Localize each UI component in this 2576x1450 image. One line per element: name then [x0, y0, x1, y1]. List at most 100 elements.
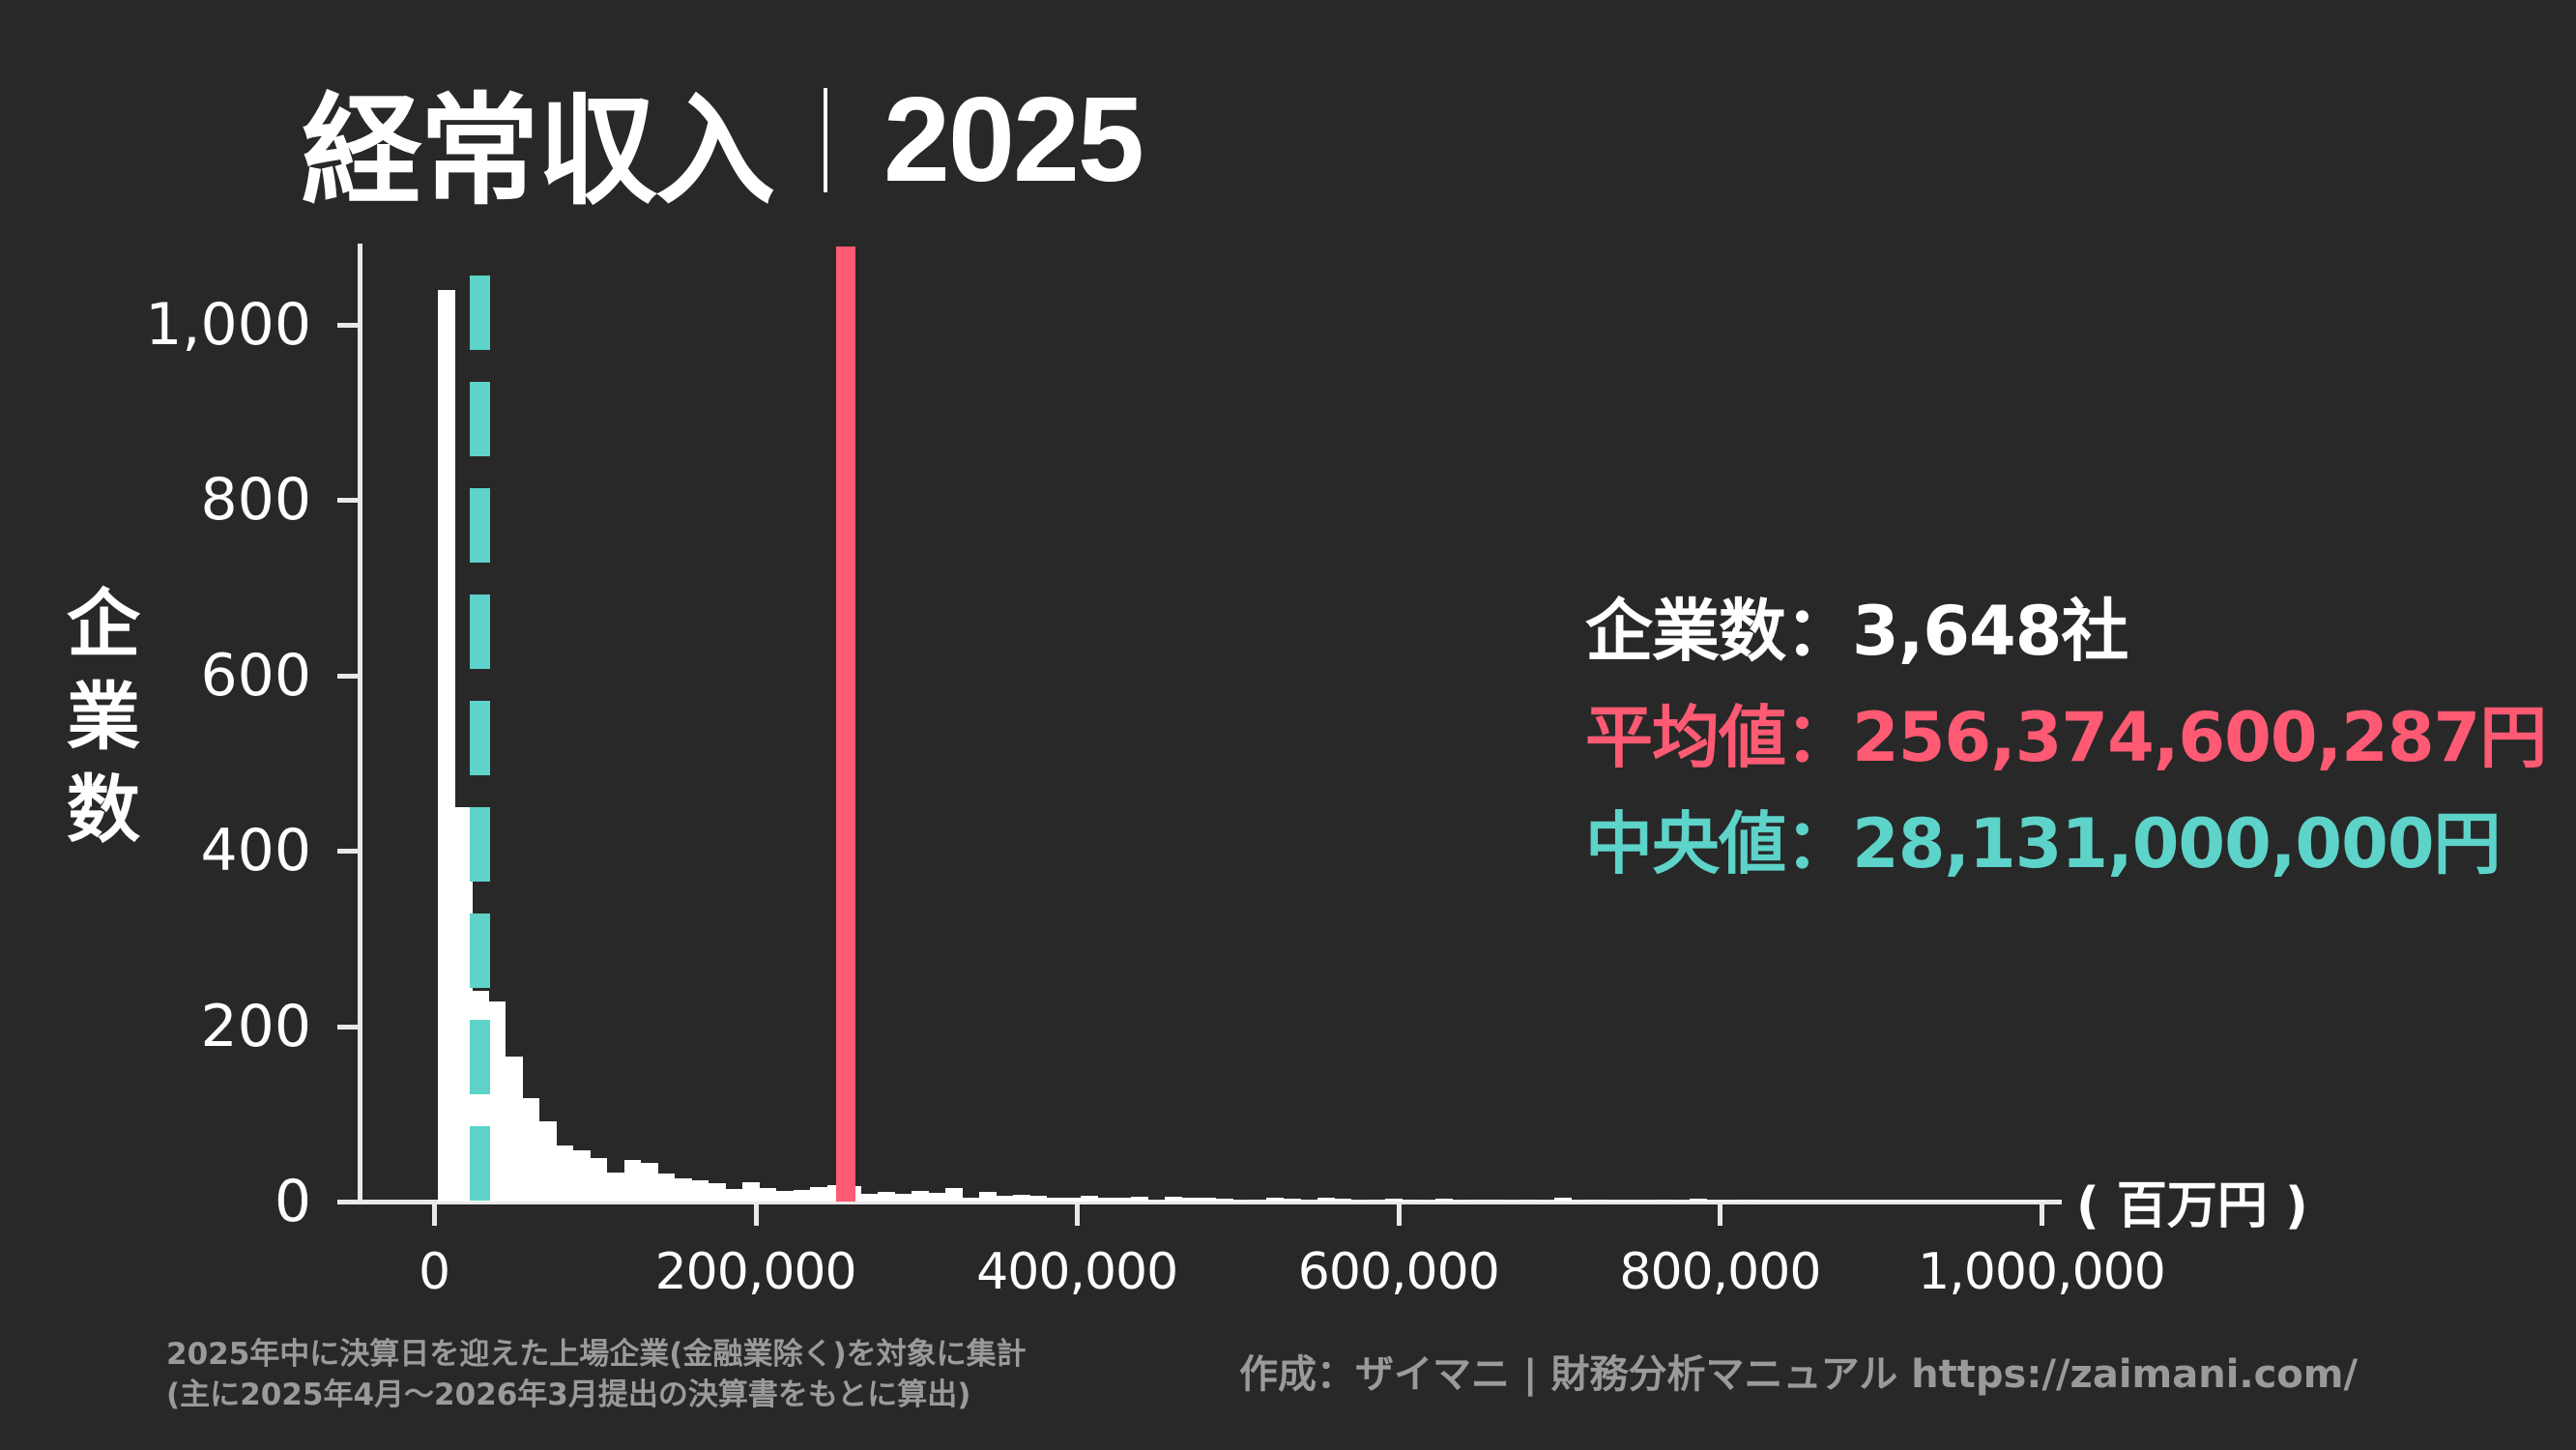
histogram-bar [488, 1001, 507, 1202]
histogram-bar [641, 1163, 658, 1202]
x-axis-unit-label: ( 百万円 ) [2076, 1177, 2308, 1235]
histogram-bar [1774, 1201, 1792, 1202]
y-tick-mark [337, 1024, 361, 1030]
histogram-bar [709, 1182, 726, 1202]
y-tick-label: 800 [200, 466, 311, 534]
x-tick-mark [1718, 1203, 1723, 1226]
histogram-bar [1537, 1201, 1555, 1202]
histogram-bar [1892, 1201, 1910, 1202]
x-tick-label: 0 [418, 1243, 450, 1301]
y-tick-label: 1,000 [145, 290, 311, 359]
histogram-bar [1063, 1198, 1082, 1202]
histogram-bar [1300, 1200, 1318, 1202]
histogram-bar [962, 1197, 980, 1202]
x-tick-label: 800,000 [1619, 1243, 1821, 1301]
stats-panel: 企業数：3,648社 平均値：256,374,600,287円 中央値：28,1… [1585, 578, 2547, 897]
stat-mean-label: 平均値 [1585, 698, 1786, 777]
histogram-bar [1368, 1200, 1386, 1202]
stat-count-label: 企業数 [1585, 592, 1786, 671]
histogram-bar [810, 1186, 827, 1202]
x-axis-line [340, 1200, 2062, 1204]
histogram-bar [1081, 1195, 1098, 1202]
y-tick-mark [337, 498, 361, 503]
histogram-bar [1925, 1201, 1944, 1202]
histogram-bar [1384, 1199, 1403, 1202]
histogram-bar [759, 1187, 777, 1202]
histogram-bar [1655, 1200, 1673, 1202]
stat-mean: 平均値：256,374,600,287円 [1585, 684, 2547, 791]
footer-note-line1: 2025年中に決算日を迎えた上場企業(金融業除く)を対象に集計 [166, 1337, 1027, 1372]
histogram-bar [1824, 1201, 1842, 1202]
y-axis-label: 企業数 [60, 578, 147, 856]
histogram-bar [2011, 1201, 2029, 1202]
histogram-bar [725, 1189, 743, 1202]
histogram-bar [894, 1193, 912, 1202]
histogram-bar [1722, 1201, 1741, 1202]
histogram-bar [1858, 1201, 1876, 1202]
histogram-bar [1638, 1201, 1657, 1202]
x-tick-label: 400,000 [976, 1243, 1178, 1301]
y-tick-label: 400 [200, 817, 311, 884]
histogram-bar [1520, 1200, 1538, 1202]
footer-note-line2: (主に2025年4月～2026年3月提出の決算書をもとに算出) [166, 1378, 971, 1412]
histogram-bar [1165, 1196, 1183, 1202]
histogram-bar [1181, 1198, 1200, 1202]
histogram-bar [1029, 1195, 1048, 1202]
y-axis-label-char: 数 [67, 767, 140, 853]
histogram-bar [506, 1057, 523, 1202]
histogram-bar [1418, 1201, 1436, 1202]
histogram-bar [860, 1193, 879, 1202]
histogram-bar [1266, 1198, 1285, 1202]
histogram-bar [878, 1192, 895, 1202]
stat-count: 企業数：3,648社 [1585, 578, 2546, 684]
x-tick-mark [1075, 1203, 1081, 1226]
x-tick-mark [2040, 1203, 2044, 1226]
histogram-bar [691, 1180, 709, 1202]
y-axis-label-char: 企 [67, 581, 140, 667]
histogram-bar [1097, 1197, 1115, 1202]
histogram-bar [912, 1191, 929, 1202]
stat-median-label: 中央値 [1585, 804, 1786, 884]
histogram-bar [1740, 1200, 1758, 1202]
histogram-bar [1909, 1201, 1927, 1202]
histogram-bar [454, 806, 473, 1202]
histogram-bar [1959, 1201, 1978, 1202]
y-axis-line [358, 244, 362, 1204]
histogram-bar [1841, 1201, 1860, 1202]
histogram-bar [1215, 1199, 1233, 1202]
stat-median: 中央値：28,131,000,000円 [1585, 791, 2546, 897]
histogram-bar [539, 1120, 557, 1202]
x-tick-mark [753, 1203, 759, 1226]
histogram-bar [657, 1174, 676, 1202]
histogram-bar [1689, 1199, 1707, 1202]
histogram-bar [1199, 1197, 1217, 1202]
title-year: 2025 [883, 73, 1144, 207]
histogram-bar [776, 1191, 794, 1202]
footer-credit: 作成：ザイマニ | 財務分析マニュアル https://zaimani.com/ [1239, 1352, 2359, 1397]
histogram-bar [793, 1190, 811, 1202]
histogram-bar [573, 1149, 591, 1202]
histogram-bar [1672, 1201, 1691, 1202]
x-tick-label: 600,000 [1297, 1243, 1500, 1301]
histogram-bar [1993, 1201, 2012, 1202]
histogram-bar [438, 290, 456, 1202]
histogram-bar [1402, 1200, 1420, 1202]
mean-line [836, 246, 856, 1202]
y-tick-mark [337, 322, 361, 328]
histogram-bar [623, 1160, 642, 1202]
histogram-bar [1114, 1197, 1132, 1202]
title-metric: 経常収入 [302, 85, 775, 218]
histogram-bar [1790, 1201, 1809, 1202]
histogram-bar [1587, 1200, 1606, 1202]
histogram-bar [1131, 1196, 1149, 1202]
histogram-bar [1571, 1201, 1589, 1202]
histogram-bar [1486, 1200, 1504, 1202]
histogram-bar [945, 1187, 963, 1202]
histogram-bar [1147, 1201, 1166, 1202]
histogram-bar [1943, 1201, 1961, 1202]
stat-count-value: ：3,648社 [1785, 592, 2128, 671]
histogram-bar [928, 1192, 946, 1202]
histogram-bar [1452, 1201, 1470, 1202]
y-tick-label: 600 [200, 641, 311, 710]
histogram-bar [1334, 1199, 1352, 1202]
